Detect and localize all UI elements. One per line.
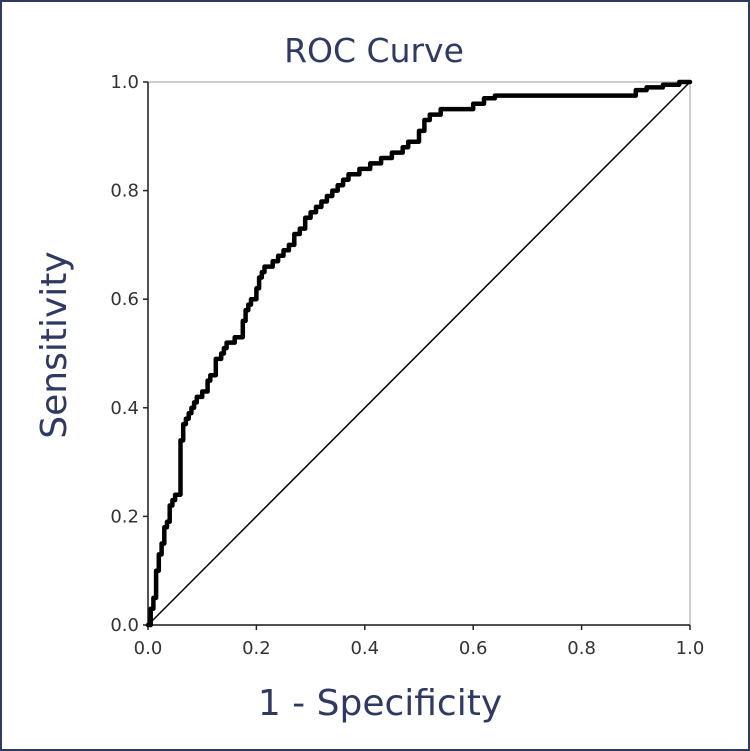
- y-tick-label: 0.6: [110, 289, 139, 310]
- x-tick-label: 0.6: [459, 638, 488, 659]
- x-tick-label: 0.2: [242, 638, 271, 659]
- y-tick-label: 0.4: [110, 398, 139, 419]
- y-tick-label: 0.2: [110, 506, 139, 527]
- x-tick-label: 0.0: [134, 638, 163, 659]
- x-axis-title: 1 - Specificity: [258, 683, 502, 724]
- y-tick-label: 0.8: [110, 181, 139, 202]
- x-tick-label: 0.4: [350, 638, 379, 659]
- x-tick-label: 1.0: [676, 638, 705, 659]
- y-axis-title: Sensitivity: [34, 251, 75, 438]
- chart-title: ROC Curve: [284, 31, 464, 70]
- reference-diagonal-line: [147, 81, 691, 626]
- x-axis-ticks: 0.0 0.2 0.4 0.6 0.8 1.0: [134, 625, 705, 659]
- x-tick-label: 0.8: [567, 638, 596, 659]
- y-tick-label: 0.0: [110, 615, 139, 636]
- y-tick-label: 1.0: [110, 72, 139, 93]
- y-axis-ticks: 0.0 0.2 0.4 0.6 0.8 1.0: [110, 72, 148, 636]
- roc-curve-line: [145, 79, 693, 628]
